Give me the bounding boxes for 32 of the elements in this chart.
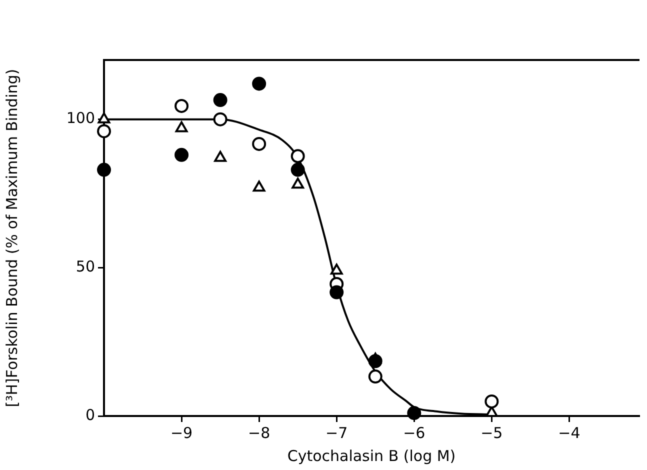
point [213,93,228,108]
point [290,162,305,177]
x-tick-label: −5 [480,424,503,442]
y-tick-label: 50 [76,258,95,276]
x-tick-label: −8 [248,424,270,442]
point [175,121,188,132]
point [174,148,189,162]
x-axis-title: Cytochalasin B (log M) [287,446,456,465]
point [213,112,228,126]
x-tick-label: −7 [326,424,348,442]
point [330,285,344,300]
y-axis-title: [³H]Forskolin Bound (% of Maximum Binding) [2,68,21,408]
x-tick-label: −9 [170,424,193,442]
y-tick-label: 100 [66,109,95,128]
point [407,406,422,420]
point [252,76,266,91]
point [174,98,189,113]
point [368,370,382,384]
point [98,112,110,124]
point [252,180,266,192]
point [214,150,226,162]
x-tick-label: −4 [558,424,580,442]
point [330,264,343,275]
point [484,394,499,408]
point [97,124,111,138]
point [368,354,382,368]
point [97,162,111,177]
y-tick-label: 0 [85,406,95,424]
point [290,149,305,164]
point [252,136,266,151]
x-tick-label: −6 [403,424,426,442]
point [292,178,304,189]
